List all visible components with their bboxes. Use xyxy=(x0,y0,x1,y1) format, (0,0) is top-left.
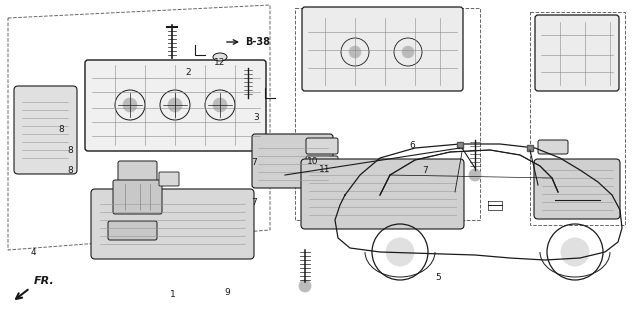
FancyBboxPatch shape xyxy=(91,189,254,259)
Circle shape xyxy=(349,46,361,58)
Text: 6: 6 xyxy=(410,141,415,150)
FancyBboxPatch shape xyxy=(14,86,77,174)
Circle shape xyxy=(168,98,182,112)
Circle shape xyxy=(561,238,589,266)
Text: 8: 8 xyxy=(68,166,74,175)
Circle shape xyxy=(386,238,414,266)
Text: 10: 10 xyxy=(307,157,319,166)
Circle shape xyxy=(213,98,227,112)
Circle shape xyxy=(299,280,311,292)
FancyBboxPatch shape xyxy=(306,156,338,172)
Circle shape xyxy=(402,46,414,58)
FancyBboxPatch shape xyxy=(85,60,266,151)
FancyBboxPatch shape xyxy=(108,221,157,240)
Text: 7: 7 xyxy=(252,158,257,167)
Text: FR.: FR. xyxy=(34,276,55,286)
FancyBboxPatch shape xyxy=(301,159,464,229)
Text: 7: 7 xyxy=(252,198,257,207)
FancyBboxPatch shape xyxy=(252,134,333,188)
FancyBboxPatch shape xyxy=(306,138,338,154)
FancyBboxPatch shape xyxy=(534,159,620,219)
Text: 8: 8 xyxy=(58,126,64,134)
Text: B-38: B-38 xyxy=(245,37,270,47)
Text: 5: 5 xyxy=(435,273,441,282)
Text: 1: 1 xyxy=(170,290,175,299)
Text: 8: 8 xyxy=(68,146,74,155)
Ellipse shape xyxy=(213,53,227,61)
FancyBboxPatch shape xyxy=(118,161,157,187)
Text: 7: 7 xyxy=(422,166,428,175)
Text: 4: 4 xyxy=(31,248,36,257)
FancyBboxPatch shape xyxy=(159,172,179,186)
Text: 9: 9 xyxy=(224,288,230,297)
FancyBboxPatch shape xyxy=(113,180,162,214)
FancyBboxPatch shape xyxy=(302,7,463,91)
Text: 11: 11 xyxy=(319,165,330,174)
FancyBboxPatch shape xyxy=(535,15,619,91)
Text: 3: 3 xyxy=(253,113,259,122)
FancyBboxPatch shape xyxy=(538,140,568,154)
Text: 12: 12 xyxy=(214,58,226,67)
Text: 2: 2 xyxy=(186,68,191,77)
Circle shape xyxy=(469,169,481,181)
Circle shape xyxy=(123,98,137,112)
